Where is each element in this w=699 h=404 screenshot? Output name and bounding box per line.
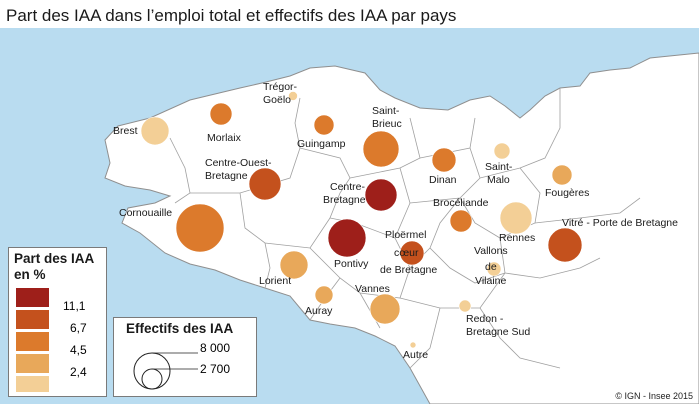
legend-size: Effectifs des IAA 8 000 2 700 xyxy=(113,317,257,397)
label-tregor-1: Trégor- xyxy=(263,81,298,93)
legend-swatch-2 xyxy=(16,310,49,329)
label-saint-brieuc-2: Brieuc xyxy=(372,118,402,130)
circle-fougeres xyxy=(551,164,573,186)
label-redon-2: Bretagne Sud xyxy=(466,326,530,338)
legend-size-value-1: 8 000 xyxy=(200,341,231,355)
legend-share-title-1: Part des IAA xyxy=(14,251,95,266)
circle-auray xyxy=(314,285,334,305)
label-brest: Brest xyxy=(113,125,138,137)
circle-dinan xyxy=(431,147,457,173)
circle-lorient xyxy=(279,250,309,280)
circle-rennes xyxy=(499,201,533,235)
circle-broceliande xyxy=(449,209,473,233)
legend-circle-small xyxy=(141,368,163,390)
label-cornouaille: Cornouaille xyxy=(119,207,172,219)
circle-cornouaille xyxy=(175,203,225,253)
label-vallons-2: de xyxy=(485,261,497,273)
circle-centre-ouest-bretagne xyxy=(248,167,282,201)
label-tregor-2: Goëlo xyxy=(263,94,291,106)
legend-swatch-1 xyxy=(16,288,49,307)
label-pontivy: Pontivy xyxy=(334,258,369,270)
legend-break-1: 11,1 xyxy=(63,299,86,313)
legend-size-value-2: 2 700 xyxy=(200,362,231,376)
label-rennes: Rennes xyxy=(499,232,535,244)
land-bretagne xyxy=(104,52,699,404)
circle-guingamp xyxy=(313,114,335,136)
pays-circles xyxy=(140,91,583,349)
legend-swatch-4 xyxy=(16,354,49,373)
circle-saint-malo xyxy=(493,142,511,160)
pays-labels: Trégor- Goëlo Brest Morlaix Guingamp Sai… xyxy=(113,81,678,361)
circle-centre-bretagne xyxy=(364,178,398,212)
legend-break-4: 2,4 xyxy=(70,365,87,379)
legend-size-title: Effectifs des IAA xyxy=(126,321,234,336)
label-morlaix: Morlaix xyxy=(207,132,242,144)
legend-swatch-3 xyxy=(16,332,49,351)
circle-morlaix xyxy=(209,102,233,126)
circle-vannes xyxy=(369,293,401,325)
label-vallons-3: Vilaine xyxy=(475,275,506,287)
circle-vitre xyxy=(547,227,583,263)
copyright: © IGN - Insee 2015 xyxy=(615,391,693,401)
label-ploermel-3: de Bretagne xyxy=(380,264,437,276)
circle-autre xyxy=(409,341,417,349)
circle-brest xyxy=(140,116,170,146)
label-cob-1: Centre-Ouest- xyxy=(205,157,272,169)
circle-ploermel xyxy=(399,240,425,266)
label-redon-1: Redon - xyxy=(466,313,504,325)
label-autre: Autre xyxy=(403,349,428,361)
legend-break-3: 4,5 xyxy=(70,343,87,357)
label-vannes: Vannes xyxy=(355,283,390,295)
legend-size-circles xyxy=(133,352,198,390)
label-centre-bretagne-1: Centre- xyxy=(330,181,366,193)
label-auray: Auray xyxy=(305,305,333,317)
label-vallons-1: Vallons xyxy=(474,245,508,257)
legend-circle-large xyxy=(133,352,171,390)
circle-saint-brieuc xyxy=(362,130,400,168)
label-saint-malo-1: Saint- xyxy=(485,161,513,173)
circle-pontivy xyxy=(327,218,367,258)
label-saint-brieuc-1: Saint- xyxy=(372,105,400,117)
map-title: Part des IAA dans l’emploi total et effe… xyxy=(6,6,457,25)
label-fougeres: Fougères xyxy=(545,187,589,199)
legend-share-title-2: en % xyxy=(14,267,46,282)
label-vitre: Vitré - Porte de Bretagne xyxy=(562,217,678,229)
legend-swatch-5 xyxy=(16,376,49,392)
label-cob-2: Bretagne xyxy=(205,170,248,182)
label-guingamp: Guingamp xyxy=(297,138,346,150)
label-saint-malo-2: Malo xyxy=(487,174,510,186)
label-lorient: Lorient xyxy=(259,275,291,287)
label-ploermel-1: Ploërmel xyxy=(385,229,426,241)
label-ploermel-2: cœur xyxy=(394,247,419,259)
circle-redon xyxy=(458,299,472,313)
label-centre-bretagne-2: Bretagne xyxy=(323,194,366,206)
legend-share: Part des IAA en % 11,1 6,7 4,5 2,4 xyxy=(8,247,107,397)
label-broceliande: Brocéliande xyxy=(433,197,489,209)
legend-break-2: 6,7 xyxy=(70,321,87,335)
label-dinan: Dinan xyxy=(429,174,457,186)
circle-vallons-de-vilaine xyxy=(486,261,502,277)
circle-tregor-goelo xyxy=(288,91,298,101)
